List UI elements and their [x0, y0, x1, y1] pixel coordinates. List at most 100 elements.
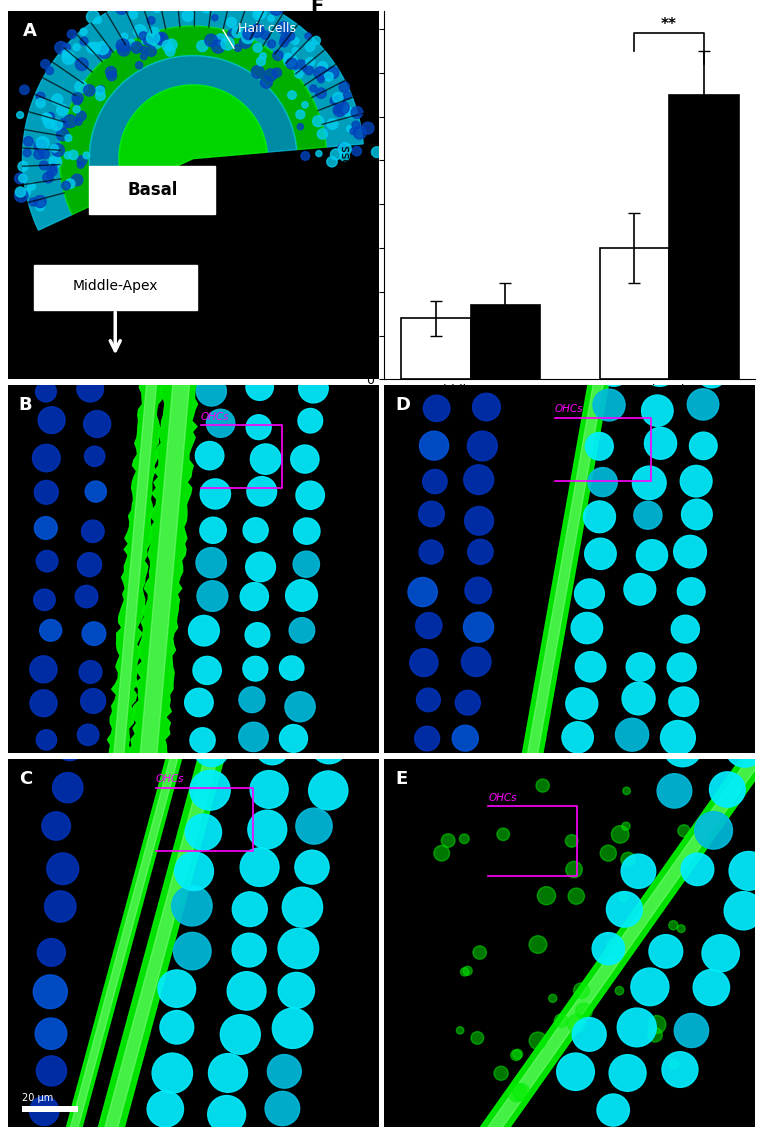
- Circle shape: [327, 118, 338, 130]
- Circle shape: [256, 8, 266, 18]
- Circle shape: [77, 376, 104, 402]
- Circle shape: [197, 41, 208, 51]
- Circle shape: [593, 389, 625, 421]
- Circle shape: [626, 653, 655, 682]
- Circle shape: [339, 82, 349, 92]
- Circle shape: [295, 850, 329, 884]
- Circle shape: [42, 113, 50, 121]
- Circle shape: [14, 189, 28, 203]
- Circle shape: [163, 0, 176, 8]
- Circle shape: [153, 5, 161, 13]
- Circle shape: [261, 31, 269, 40]
- Text: Hair cells: Hair cells: [238, 23, 296, 35]
- Circle shape: [20, 85, 29, 94]
- Circle shape: [611, 826, 629, 843]
- Circle shape: [568, 1014, 586, 1032]
- Circle shape: [152, 1053, 192, 1094]
- Circle shape: [56, 733, 84, 760]
- Circle shape: [575, 579, 604, 609]
- Circle shape: [95, 17, 101, 24]
- Circle shape: [327, 157, 337, 167]
- Circle shape: [240, 848, 279, 887]
- Circle shape: [615, 987, 623, 995]
- Circle shape: [530, 1032, 547, 1049]
- Circle shape: [193, 731, 230, 767]
- Circle shape: [43, 172, 53, 183]
- Circle shape: [247, 477, 277, 506]
- Circle shape: [298, 409, 323, 432]
- Circle shape: [472, 394, 501, 421]
- Polygon shape: [455, 721, 763, 1138]
- Circle shape: [36, 99, 45, 108]
- Circle shape: [50, 156, 62, 168]
- Circle shape: [301, 101, 308, 108]
- Circle shape: [47, 113, 54, 121]
- Circle shape: [67, 30, 76, 39]
- Circle shape: [494, 1066, 508, 1080]
- Circle shape: [36, 381, 56, 402]
- Circle shape: [317, 76, 324, 83]
- Polygon shape: [126, 348, 203, 790]
- Circle shape: [674, 1014, 709, 1048]
- Text: B: B: [19, 396, 32, 414]
- Circle shape: [441, 834, 455, 848]
- Circle shape: [649, 934, 683, 968]
- Circle shape: [105, 66, 117, 77]
- Circle shape: [284, 53, 292, 61]
- Circle shape: [671, 616, 700, 643]
- Circle shape: [648, 1015, 666, 1033]
- Text: OHCs: OHCs: [156, 774, 185, 784]
- Circle shape: [77, 162, 84, 168]
- Circle shape: [456, 691, 481, 715]
- Circle shape: [729, 851, 763, 890]
- Circle shape: [143, 36, 153, 46]
- Circle shape: [621, 855, 655, 889]
- Text: OHCs: OHCs: [201, 412, 229, 422]
- Circle shape: [305, 33, 311, 40]
- Circle shape: [272, 68, 282, 77]
- Circle shape: [600, 846, 617, 861]
- Circle shape: [30, 655, 57, 683]
- Circle shape: [82, 621, 106, 645]
- Circle shape: [62, 51, 75, 64]
- Circle shape: [343, 106, 352, 114]
- Circle shape: [592, 932, 625, 965]
- Circle shape: [584, 538, 617, 569]
- Circle shape: [62, 50, 70, 58]
- Circle shape: [185, 814, 221, 850]
- Circle shape: [621, 852, 636, 866]
- Circle shape: [69, 150, 78, 159]
- Circle shape: [301, 151, 310, 160]
- Circle shape: [529, 935, 547, 954]
- Circle shape: [420, 431, 449, 460]
- Circle shape: [98, 85, 105, 92]
- Circle shape: [537, 887, 555, 905]
- Circle shape: [642, 352, 677, 386]
- Circle shape: [317, 61, 327, 72]
- Circle shape: [253, 43, 262, 52]
- Circle shape: [285, 579, 317, 611]
- Circle shape: [82, 520, 104, 543]
- Circle shape: [140, 53, 147, 59]
- Circle shape: [207, 410, 235, 437]
- Circle shape: [53, 773, 83, 802]
- Circle shape: [51, 145, 58, 152]
- Circle shape: [15, 187, 25, 197]
- Text: C: C: [19, 769, 32, 787]
- Circle shape: [350, 129, 356, 134]
- Circle shape: [633, 467, 666, 500]
- Circle shape: [64, 151, 72, 159]
- Circle shape: [134, 25, 146, 38]
- Circle shape: [19, 174, 27, 182]
- Circle shape: [232, 933, 266, 967]
- Circle shape: [34, 480, 58, 504]
- Circle shape: [473, 946, 487, 959]
- Circle shape: [623, 787, 630, 794]
- Circle shape: [116, 39, 130, 52]
- Circle shape: [576, 1004, 592, 1020]
- Circle shape: [34, 975, 67, 1008]
- Circle shape: [259, 52, 266, 59]
- Circle shape: [75, 118, 82, 125]
- Circle shape: [422, 357, 448, 382]
- Circle shape: [150, 0, 163, 10]
